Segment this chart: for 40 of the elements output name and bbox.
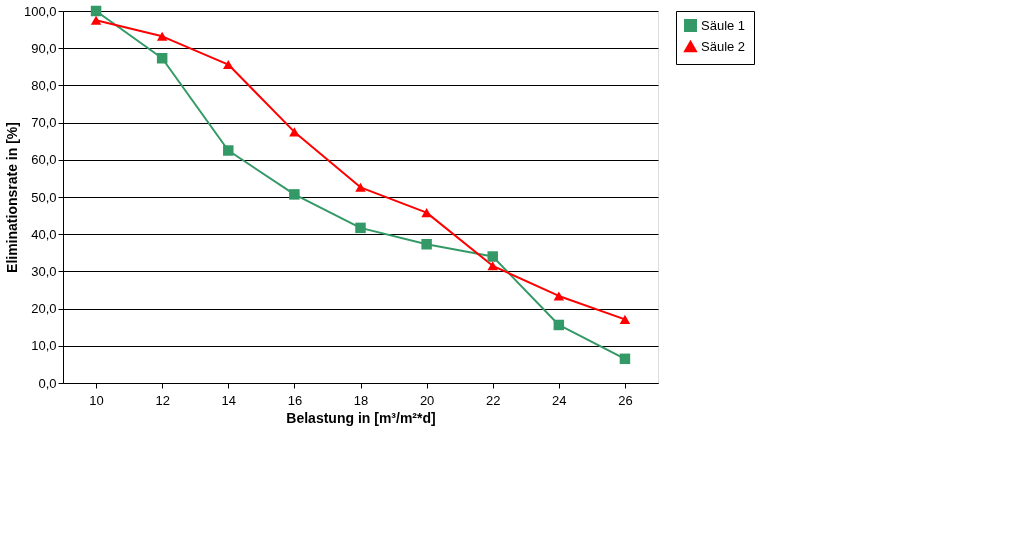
x-tick-label: 12 bbox=[155, 392, 170, 408]
x-tick-label: 16 bbox=[287, 392, 303, 408]
legend-label: Säule 2 bbox=[701, 38, 746, 54]
point bbox=[421, 239, 432, 250]
y-tick-label: 0,0 bbox=[38, 375, 57, 391]
point bbox=[421, 208, 432, 218]
y-tick-label: 20,0 bbox=[31, 301, 57, 317]
point bbox=[487, 261, 498, 271]
y-tick-label: 30,0 bbox=[31, 263, 57, 279]
point bbox=[355, 182, 366, 192]
point bbox=[289, 189, 300, 200]
y-tick-label: 50,0 bbox=[31, 189, 57, 205]
y-tick-label: 80,0 bbox=[31, 77, 57, 93]
point bbox=[619, 314, 631, 324]
point bbox=[223, 60, 234, 70]
point bbox=[223, 145, 234, 156]
point bbox=[487, 251, 498, 262]
x-tick-label: 20 bbox=[419, 392, 435, 408]
x-tick-label: 24 bbox=[552, 392, 567, 408]
y-tick-label: 100,0 bbox=[23, 3, 57, 19]
point bbox=[156, 53, 168, 64]
x-tick-label: 22 bbox=[485, 392, 501, 408]
point bbox=[156, 31, 168, 41]
point bbox=[90, 5, 102, 17]
x-tick-label: 18 bbox=[353, 392, 369, 408]
y-tick-label: 70,0 bbox=[31, 115, 57, 131]
x-axis-title: Belastung in [m³/m²*d] bbox=[286, 409, 436, 426]
x-tick-label: 14 bbox=[221, 392, 237, 408]
x-tick-label: 26 bbox=[618, 392, 633, 408]
y-axis-title: Eliminationsrate in [%] bbox=[3, 122, 20, 273]
y-tick-label: 10,0 bbox=[31, 338, 57, 354]
x-tick-label: 10 bbox=[89, 392, 104, 408]
y-tick-label: 40,0 bbox=[31, 226, 57, 242]
legend-label: Säule 1 bbox=[701, 17, 746, 33]
point bbox=[553, 319, 565, 331]
point bbox=[619, 353, 631, 365]
y-tick-label: 60,0 bbox=[31, 152, 57, 168]
y-tick-label: 90,0 bbox=[31, 40, 57, 56]
point bbox=[90, 15, 102, 25]
point bbox=[355, 222, 366, 234]
